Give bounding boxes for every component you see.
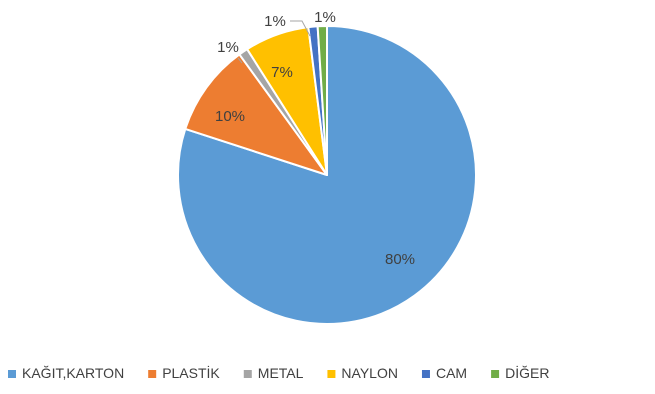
leader-line-5 — [290, 20, 311, 37]
legend-label-1: KAĞIT,KARTON — [22, 365, 124, 381]
leader-line-3 — [237, 57, 243, 64]
legend-marker-4 — [327, 370, 336, 378]
legend-marker-5 — [421, 370, 430, 378]
pie-slice-2 — [184, 53, 328, 176]
legend-marker-6 — [491, 370, 500, 378]
legend-label-5: CAM — [436, 365, 467, 381]
legend: KAĞIT,KARTON PLASTİK METAL NAYLON CAM DİĞER — [8, 364, 549, 381]
pie-slice-6 — [316, 24, 328, 176]
legend-label-4: NAYLON — [341, 365, 398, 381]
data-label-5: 1% — [264, 13, 286, 30]
legend-label-6: DİĞER — [505, 364, 549, 381]
data-label-2: 10% — [215, 108, 245, 125]
data-label-4: 7% — [271, 64, 293, 81]
legend-marker-1 — [8, 370, 16, 378]
legend-marker-2 — [148, 370, 157, 378]
data-label-3: 1% — [217, 39, 239, 56]
data-label-6: 1% — [314, 9, 336, 26]
legend-label-3: METAL — [258, 365, 304, 381]
legend-marker-3 — [243, 370, 252, 378]
legend-label-2: PLASTİK — [162, 364, 220, 381]
data-label-1: 80% — [385, 251, 415, 268]
